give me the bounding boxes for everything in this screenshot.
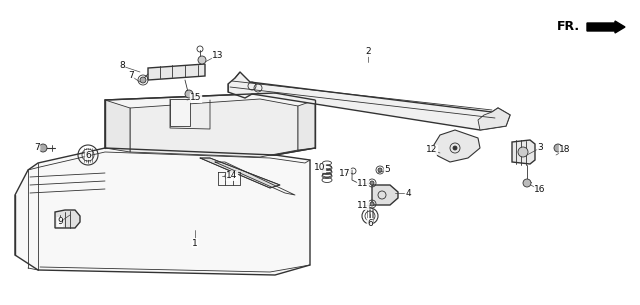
Text: 6: 6: [85, 150, 91, 160]
Text: 16: 16: [534, 185, 546, 195]
Text: 3: 3: [537, 143, 543, 152]
Text: 11: 11: [357, 200, 369, 210]
Circle shape: [518, 147, 528, 157]
Text: 7: 7: [128, 71, 134, 81]
Text: 1: 1: [192, 239, 198, 247]
Polygon shape: [105, 93, 315, 155]
Text: 13: 13: [212, 51, 224, 59]
Circle shape: [453, 146, 457, 150]
FancyArrow shape: [587, 21, 625, 33]
Text: 15: 15: [190, 94, 202, 102]
Text: 10: 10: [314, 163, 326, 173]
Polygon shape: [15, 148, 310, 275]
Text: 12: 12: [426, 145, 438, 155]
Polygon shape: [298, 100, 315, 150]
Text: 4: 4: [405, 188, 411, 198]
Circle shape: [370, 202, 374, 206]
Text: 18: 18: [559, 145, 571, 155]
Circle shape: [523, 179, 531, 187]
Text: FR.: FR.: [557, 20, 580, 34]
Circle shape: [198, 56, 206, 64]
Circle shape: [185, 90, 193, 98]
Text: 17: 17: [339, 168, 351, 178]
Circle shape: [378, 168, 382, 172]
Text: 2: 2: [365, 48, 371, 56]
Polygon shape: [512, 140, 535, 164]
Text: 9: 9: [57, 217, 63, 227]
Polygon shape: [55, 210, 80, 228]
Text: 11: 11: [357, 178, 369, 188]
Polygon shape: [372, 185, 398, 205]
Text: 5: 5: [384, 166, 390, 174]
Text: 14: 14: [227, 171, 237, 181]
Polygon shape: [105, 100, 130, 152]
Circle shape: [370, 181, 374, 185]
Polygon shape: [170, 99, 190, 126]
Polygon shape: [130, 99, 298, 157]
Polygon shape: [228, 72, 510, 130]
Text: 7: 7: [34, 143, 40, 152]
Polygon shape: [148, 64, 205, 80]
Polygon shape: [200, 158, 280, 188]
Polygon shape: [432, 130, 480, 162]
Circle shape: [140, 77, 146, 83]
Circle shape: [554, 144, 562, 152]
Polygon shape: [478, 108, 510, 130]
Circle shape: [39, 144, 47, 152]
Text: 6: 6: [367, 218, 373, 228]
Text: 8: 8: [119, 62, 125, 70]
